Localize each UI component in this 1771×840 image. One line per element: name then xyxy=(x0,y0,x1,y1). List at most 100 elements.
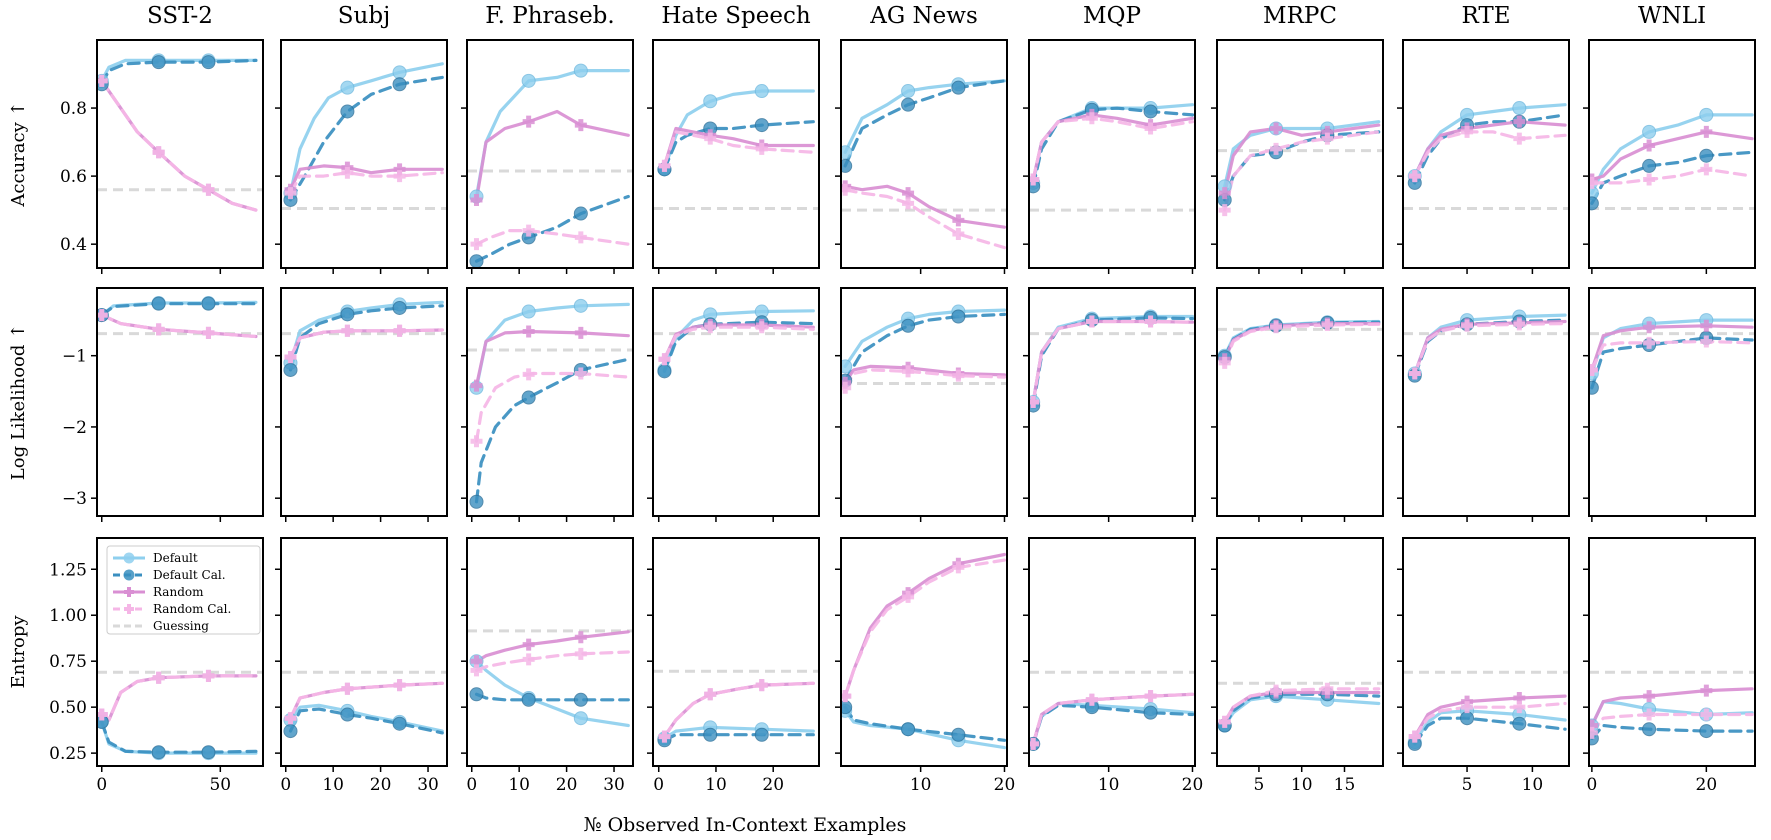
legend-label-guessing: Guessing xyxy=(153,619,209,633)
random-marker xyxy=(470,193,483,206)
random-cal-line xyxy=(1223,130,1381,212)
default-cal-marker xyxy=(573,206,588,221)
panel-rte-entropy: 5 10 xyxy=(1397,537,1570,795)
panel-frame xyxy=(1028,287,1196,517)
legend-swatch-marker xyxy=(123,552,135,564)
random-cal-line xyxy=(474,229,630,246)
panel-frame xyxy=(96,39,264,269)
plot-area xyxy=(1589,670,1755,746)
random-cal-marker xyxy=(952,561,965,574)
panel-frame xyxy=(280,537,448,767)
default-cal-line xyxy=(1590,723,1754,740)
panel-frame xyxy=(840,537,1008,767)
default-cal-line xyxy=(288,304,444,372)
legend-swatch-marker xyxy=(124,604,134,614)
random-cal-line xyxy=(1223,322,1381,365)
random-cal-line xyxy=(1590,712,1754,735)
random-cal-marker xyxy=(1643,173,1656,186)
random-cal-marker xyxy=(1321,319,1334,332)
plot-area xyxy=(653,669,819,748)
plot-area xyxy=(1217,681,1383,733)
default-cal-marker xyxy=(392,716,407,731)
random-marker xyxy=(574,631,587,644)
random-cal-marker xyxy=(1218,715,1231,728)
x-tick-label: 20 xyxy=(556,775,578,795)
default-cal-marker xyxy=(151,55,166,70)
random-line xyxy=(1223,690,1381,724)
random-cal-marker xyxy=(522,653,535,666)
random-cal-marker xyxy=(902,590,915,603)
random-cal-marker xyxy=(1085,315,1098,328)
random-line xyxy=(474,109,630,202)
panel-mqp-accuracy xyxy=(1023,39,1196,274)
random-cal-marker xyxy=(574,647,587,660)
x-tick-label: 20 xyxy=(762,775,784,795)
random-marker xyxy=(522,638,535,651)
panel-hate-speech-entropy: 0 10 20 xyxy=(647,537,820,795)
y-tick-label: 0.25 xyxy=(49,744,87,764)
default-cal-marker xyxy=(151,296,166,311)
default-line xyxy=(843,709,1007,750)
panel-hate-speech-loglik xyxy=(647,287,820,522)
random-cal-marker xyxy=(841,381,852,394)
default-line xyxy=(662,725,815,740)
plot-area xyxy=(467,298,633,509)
default-marker xyxy=(703,94,718,109)
panel-frame xyxy=(1216,287,1384,517)
default-marker xyxy=(841,359,853,374)
panel-f-phraseb-loglik xyxy=(461,287,634,522)
panel-rte-accuracy xyxy=(1397,39,1570,274)
x-tick-label: 0 xyxy=(280,775,291,795)
default-cal-line xyxy=(1590,336,1754,390)
random-cal-marker xyxy=(202,326,215,339)
default-cal-line xyxy=(843,705,1007,742)
default-cal-marker xyxy=(901,722,916,737)
random-cal-marker xyxy=(755,679,768,692)
random-line xyxy=(1413,694,1567,739)
panel-subj-accuracy xyxy=(275,39,448,274)
default-line xyxy=(1031,701,1195,746)
default-cal-marker xyxy=(754,118,769,133)
default-cal-line xyxy=(100,302,258,317)
random-marker xyxy=(1700,125,1713,138)
default-marker xyxy=(521,304,536,319)
x-tick-label: 20 xyxy=(1696,775,1718,795)
panel-frame xyxy=(1588,39,1756,269)
random-marker xyxy=(902,187,915,200)
random-cal-marker xyxy=(1589,726,1598,739)
x-tick-label: 20 xyxy=(994,775,1016,795)
random-marker xyxy=(393,163,406,176)
plot-area xyxy=(97,295,263,339)
plot-area xyxy=(97,53,263,212)
random-marker xyxy=(574,119,587,132)
plot-area xyxy=(841,552,1007,750)
random-cal-marker xyxy=(574,367,587,380)
random-cal-line xyxy=(662,325,815,361)
random-cal-marker xyxy=(1085,693,1098,706)
random-cal-marker xyxy=(97,309,108,322)
panel-mrpc-accuracy xyxy=(1211,39,1384,274)
random-cal-marker xyxy=(1461,319,1474,332)
default-cal-line xyxy=(288,707,444,735)
random-marker xyxy=(1218,187,1231,200)
random-cal-marker xyxy=(841,690,852,703)
default-cal-marker xyxy=(657,364,672,379)
random-cal-marker xyxy=(1513,701,1526,714)
default-cal-marker xyxy=(283,724,298,739)
x-tick-label: 10 xyxy=(1291,775,1313,795)
random-cal-marker xyxy=(202,669,215,682)
random-cal-line xyxy=(100,674,258,722)
random-cal-line xyxy=(1413,701,1567,739)
row-label-loglik: Log Likelihood ↑ xyxy=(8,324,29,480)
default-cal-marker xyxy=(951,727,966,742)
plot-area xyxy=(467,629,633,728)
default-line xyxy=(474,659,630,728)
panel-sst-2-accuracy: 0.4 0.6 0.8 xyxy=(60,39,264,274)
random-cal-marker xyxy=(1270,321,1283,334)
random-cal-marker xyxy=(522,368,535,381)
random-cal-line xyxy=(100,79,258,212)
random-cal-marker xyxy=(1085,112,1098,125)
legend-label-random-cal: Random Cal. xyxy=(153,602,231,616)
random-cal-marker xyxy=(1218,356,1231,369)
